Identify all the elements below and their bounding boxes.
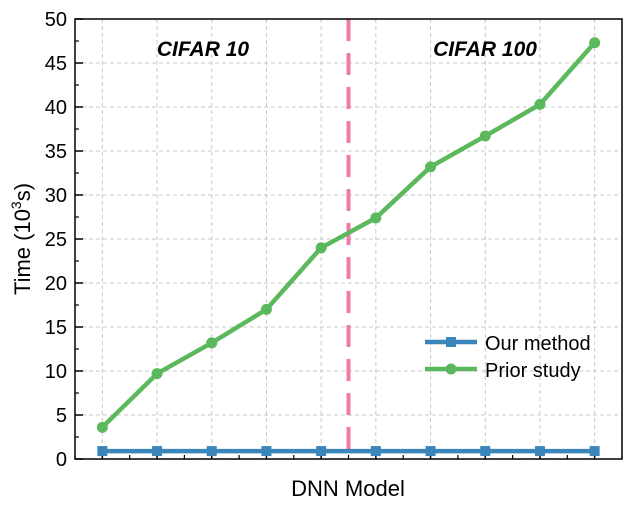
- data-point-prior-study: [151, 368, 163, 380]
- data-point-prior-study: [315, 242, 327, 254]
- data-point-our-method: [206, 446, 217, 457]
- data-point-prior-study: [589, 37, 601, 49]
- data-point-our-method: [152, 446, 163, 457]
- y-tick-label: 20: [45, 273, 67, 295]
- y-tick-label: 15: [45, 317, 67, 339]
- data-point-our-method: [316, 446, 327, 457]
- data-point-prior-study: [479, 130, 491, 142]
- data-point-prior-study: [206, 337, 218, 349]
- data-point-our-method: [261, 446, 272, 457]
- series-lines: [96, 37, 601, 457]
- y-axis-label-prefix: Time (10: [10, 209, 35, 295]
- data-point-our-method: [534, 446, 545, 457]
- y-tick-label: 30: [45, 185, 67, 207]
- y-tick-label: 5: [56, 405, 67, 427]
- annotation-cifar100: CIFAR 100: [433, 38, 537, 61]
- data-point-prior-study: [370, 212, 382, 224]
- data-point-prior-study: [425, 161, 437, 173]
- y-tick-label: 35: [45, 141, 67, 163]
- y-axis-label-suffix: s): [10, 183, 35, 201]
- legend-marker-our-method: [446, 337, 456, 347]
- data-point-our-method: [370, 446, 381, 457]
- data-point-our-method: [589, 446, 600, 457]
- plot-frame: [74, 18, 623, 460]
- axis-tick-labels: 0 5 10 15 20 25 30 35 40 45 50: [45, 9, 67, 471]
- y-axis-label: Time (103s): [8, 183, 35, 295]
- data-point-prior-study: [260, 303, 272, 315]
- legend-label-our-method: Our method: [485, 333, 591, 355]
- y-axis-label-sup: 3: [8, 201, 24, 209]
- y-tick-label: 50: [45, 9, 67, 31]
- data-point-prior-study: [96, 421, 108, 433]
- y-tick-label: 45: [45, 53, 67, 75]
- y-tick-label: 0: [56, 449, 67, 471]
- data-point-prior-study: [534, 98, 546, 110]
- data-point-our-method: [480, 446, 491, 457]
- y-tick-label: 25: [45, 229, 67, 251]
- data-point-our-method: [425, 446, 436, 457]
- series-line-prior-study: [100, 41, 597, 429]
- legend: Our method Prior study: [425, 333, 591, 382]
- annotation-cifar10: CIFAR 10: [157, 38, 250, 61]
- x-axis-label: DNN Model: [291, 476, 405, 501]
- y-tick-label: 40: [45, 97, 67, 119]
- data-point-our-method: [97, 446, 108, 457]
- legend-label-prior-study: Prior study: [485, 360, 581, 382]
- y-tick-label: 10: [45, 361, 67, 383]
- legend-marker-prior-study: [445, 363, 457, 375]
